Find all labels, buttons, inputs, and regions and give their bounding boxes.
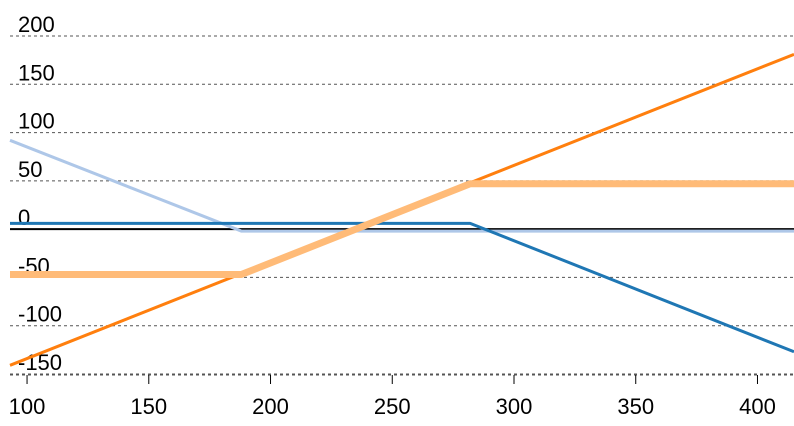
x-tick-label: 300 [496,394,533,419]
x-tick-label: 100 [9,394,46,419]
x-tick-label: 150 [130,394,167,419]
x-tick-label: 400 [739,394,776,419]
series-line-2 [10,221,794,354]
x-tick-label: 350 [617,394,654,419]
x-tick-label: 250 [374,394,411,419]
y-tick-label: -100 [18,302,62,327]
series-line-1 [9,138,794,233]
series-lines [9,52,794,367]
gridlines [10,35,794,375]
y-tick-label: 100 [18,109,55,134]
y-tick-label: 0 [18,205,30,230]
x-tick-label: 200 [252,394,289,419]
x-axis: 100 150 200 250 300 350 400 [9,374,794,419]
series-line-4 [10,180,794,279]
y-tick-label: 150 [18,60,55,85]
y-tick-label: 50 [18,157,42,182]
y-tick-label: 200 [18,12,55,37]
